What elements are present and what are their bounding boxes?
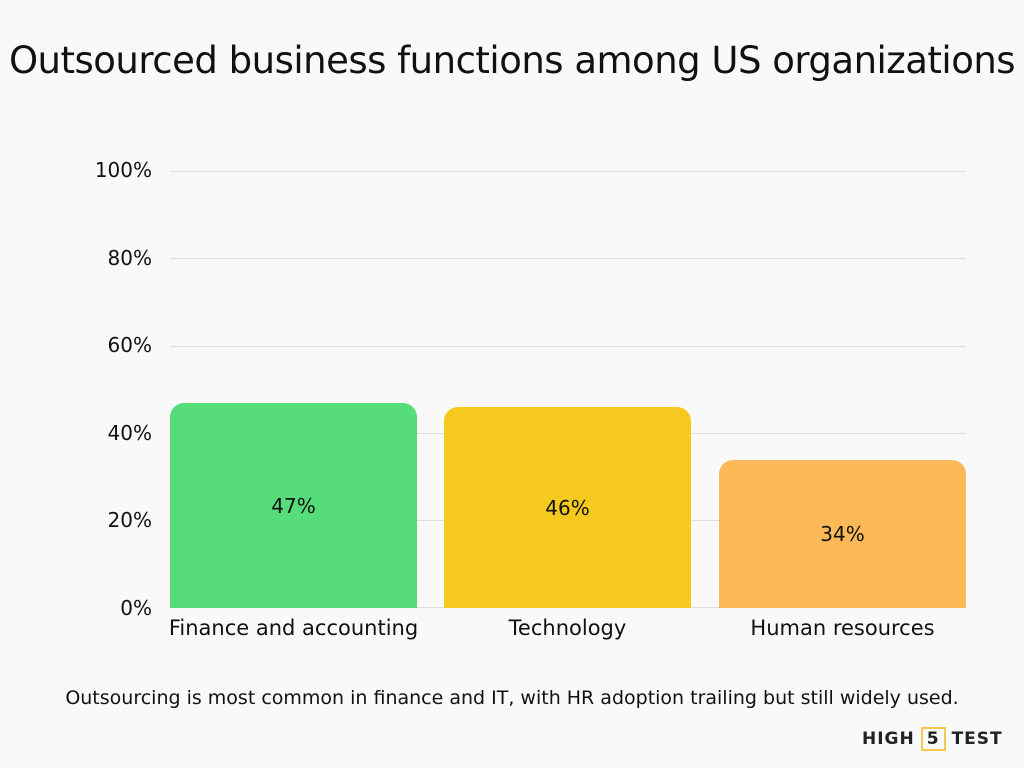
brand-logo: HIGH 5 TEST bbox=[862, 727, 1003, 751]
y-tick-40: 40% bbox=[107, 421, 152, 445]
logo-five-box: 5 bbox=[920, 727, 946, 751]
chart-title: Outsourced business functions among US o… bbox=[8, 39, 1016, 82]
bar-human-resources: 34% bbox=[719, 460, 966, 608]
logo-text-left: HIGH bbox=[862, 729, 915, 749]
y-tick-0: 0% bbox=[120, 596, 152, 620]
bar-value-label: 46% bbox=[545, 495, 590, 520]
x-label-technology: Technology bbox=[508, 616, 627, 640]
chart-caption: Outsourcing is most common in finance an… bbox=[65, 687, 959, 709]
y-tick-80: 80% bbox=[107, 246, 152, 270]
logo-text-right: TEST bbox=[951, 729, 1003, 749]
y-tick-100: 100% bbox=[94, 158, 152, 182]
x-label-human-resources: Human resources bbox=[750, 616, 935, 640]
x-label-finance: Finance and accounting bbox=[168, 616, 419, 640]
bar-technology: 46% bbox=[444, 407, 691, 608]
bar-value-label: 34% bbox=[820, 522, 865, 546]
bar-finance: 47% bbox=[170, 403, 417, 608]
plot-area: 47% 46% 34% bbox=[170, 171, 966, 608]
bar-value-label: 47% bbox=[271, 493, 316, 518]
gridline bbox=[170, 258, 966, 259]
y-tick-60: 60% bbox=[107, 333, 152, 357]
y-tick-20: 20% bbox=[107, 508, 152, 532]
gridline bbox=[170, 171, 966, 172]
gridline bbox=[170, 346, 966, 347]
